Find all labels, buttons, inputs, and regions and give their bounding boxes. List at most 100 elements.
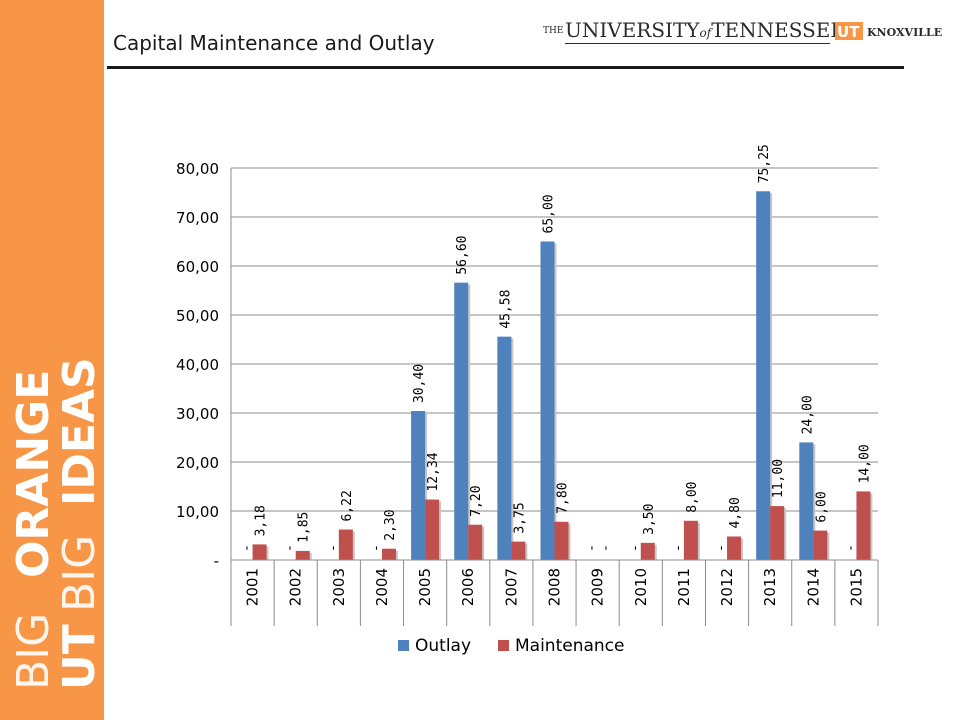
legend-label: Maintenance [515,636,624,656]
data-label: - [599,544,614,552]
y-axis-tick-labels: - 10,00 20,00 30,00 40,00 50,00 60,00 70,00 80,0… [176,160,219,570]
legend-swatch-outlay [398,640,409,651]
bar-maintenance [338,529,353,560]
data-label: - [714,544,729,552]
x-tick-label: 2006 [459,568,477,606]
bar-outlay [799,442,814,560]
data-label: 6,22 [340,490,355,521]
bar-maintenance [511,541,526,560]
x-tick-label: 2007 [502,568,520,606]
brand-line-ut: UT [54,624,104,690]
brand-line-ideas: IDEAS [54,357,104,506]
brand-line-big-2: BIG [54,535,104,612]
data-label: - [585,544,600,552]
bar-outlay [497,336,512,560]
x-tick-label: 2008 [546,568,564,606]
x-tick-label: 2005 [416,568,434,606]
legend-label: Outlay [415,636,471,656]
data-label: 3,50 [642,504,657,535]
data-label: - [240,544,255,552]
data-label: 75,25 [757,144,772,183]
big-orange-big-ideas-logo: BIG ORANGE UT BIG IDEAS [8,357,104,690]
data-label: 7,20 [469,485,484,516]
bars [252,191,873,560]
logo-university: UNIVERSITY [565,18,700,42]
y-tick-label: 60,00 [176,258,219,276]
data-label: 6,00 [814,491,829,522]
logo-rule [565,43,830,44]
x-tick-label: 2001 [244,568,262,606]
bar-maintenance [770,506,785,560]
data-label: 1,85 [297,512,312,543]
y-tick-label: 40,00 [176,356,219,374]
data-label: 12,34 [426,452,441,491]
y-tick-label: - [214,552,219,570]
data-label: - [369,544,384,552]
legend-swatch-maintenance [498,640,509,651]
bar-maintenance [727,536,742,560]
data-label: - [283,544,298,552]
title-underline [107,66,904,69]
data-label: - [843,544,858,552]
slide-title: Capital Maintenance and Outlay [113,31,435,55]
data-label: 65,00 [542,194,557,233]
x-tick-label: 2010 [632,568,650,606]
x-axis-tick-labels: 2001 2002 2003 2004 2005 2006 2007 2008 2009 2010… [244,568,866,606]
brand-line-orange: ORANGE [8,370,59,578]
axes [230,168,879,626]
data-label: 3,75 [512,502,527,533]
logo-of: of [699,26,712,40]
y-tick-label: 20,00 [176,454,219,472]
bar-outlay [411,411,426,560]
data-label: 7,80 [556,482,571,513]
bar-maintenance [813,530,828,560]
x-tick-label: 2011 [675,568,693,606]
data-label: 56,60 [455,236,470,275]
logo-wordmark: UNIVERSITYofTENNESSEE [565,18,845,42]
capital-chart: - 10,00 20,00 30,00 40,00 50,00 60,00 70,00 80,0… [176,144,879,656]
ut-mark-icon: UT [835,22,863,41]
x-tick-label: 2003 [330,568,348,606]
logo-knoxville: KNOXVILLE [867,26,943,39]
bar-maintenance [381,548,396,560]
y-tick-label: 50,00 [176,307,219,325]
brand-line-big-1: BIG [8,613,59,690]
data-label: 4,80 [728,497,743,528]
bar-outlay [454,282,469,560]
data-label: 11,00 [771,459,786,498]
data-label: - [628,544,643,552]
bar-maintenance [856,491,871,560]
logo-the: THE [543,26,564,36]
university-logo: THE UNIVERSITYofTENNESSEE UT KNOXVILLE [543,18,948,46]
bar-maintenance [683,520,698,560]
data-label: 8,00 [685,481,700,512]
bar-maintenance [640,542,655,560]
brand-sidebar: BIG ORANGE UT BIG IDEAS [0,0,104,720]
y-tick-label: 10,00 [176,503,219,521]
x-tick-label: 2004 [373,568,391,606]
data-label: - [671,544,686,552]
y-tick-label: 70,00 [176,209,219,227]
bar-outlay [756,191,771,560]
data-label: 24,00 [800,395,815,434]
data-label: 45,58 [498,290,513,329]
logo-tennessee: TENNESSEE [711,18,845,42]
x-tick-label: 2013 [761,568,779,606]
x-tick-label: 2002 [287,568,305,606]
x-tick-label: 2015 [847,568,865,606]
legend: Outlay Maintenance [398,636,624,656]
bar-maintenance [554,521,569,560]
bar-maintenance [252,544,267,560]
y-tick-label: 30,00 [176,405,219,423]
bar-outlay [540,241,555,560]
data-label: 14,00 [857,444,872,483]
bar-maintenance [468,524,483,560]
x-tick-label: 2014 [804,568,822,606]
data-label: 2,30 [383,509,398,540]
data-label: - [326,544,341,552]
data-label: 30,40 [412,364,427,403]
x-tick-label: 2012 [718,568,736,606]
bar-maintenance [425,499,440,560]
data-label: 3,18 [254,505,269,536]
